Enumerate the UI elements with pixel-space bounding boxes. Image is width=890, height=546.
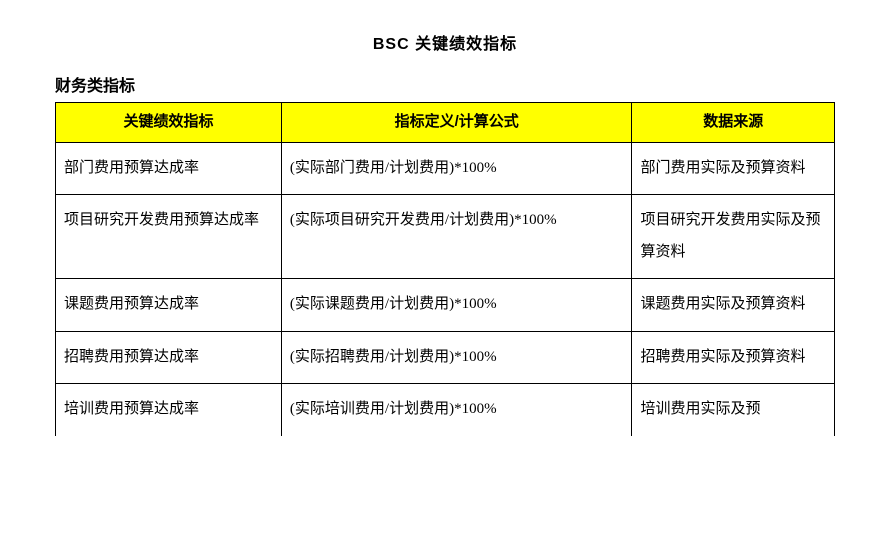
cell-formula: (实际课题费用/计划费用)*100% (281, 279, 632, 332)
cell-source: 培训费用实际及预 (632, 384, 835, 436)
table-row: 培训费用预算达成率 (实际培训费用/计划费用)*100% 培训费用实际及预 (56, 384, 835, 436)
cell-kpi: 项目研究开发费用预算达成率 (56, 195, 282, 279)
cell-formula: (实际项目研究开发费用/计划费用)*100% (281, 195, 632, 279)
cell-source: 部门费用实际及预算资料 (632, 142, 835, 195)
col-header-formula: 指标定义/计算公式 (281, 103, 632, 143)
cell-source: 招聘费用实际及预算资料 (632, 331, 835, 384)
cell-kpi: 培训费用预算达成率 (56, 384, 282, 436)
cell-kpi: 部门费用预算达成率 (56, 142, 282, 195)
table-row: 项目研究开发费用预算达成率 (实际项目研究开发费用/计划费用)*100% 项目研… (56, 195, 835, 279)
cell-formula: (实际部门费用/计划费用)*100% (281, 142, 632, 195)
col-header-source: 数据来源 (632, 103, 835, 143)
kpi-table: 关键绩效指标 指标定义/计算公式 数据来源 部门费用预算达成率 (实际部门费用/… (55, 102, 835, 436)
page-title: BSC 关键绩效指标 (55, 30, 835, 54)
cell-formula: (实际培训费用/计划费用)*100% (281, 384, 632, 436)
col-header-kpi: 关键绩效指标 (56, 103, 282, 143)
cell-source: 项目研究开发费用实际及预算资料 (632, 195, 835, 279)
cell-formula: (实际招聘费用/计划费用)*100% (281, 331, 632, 384)
section-title: 财务类指标 (55, 72, 835, 96)
table-row: 部门费用预算达成率 (实际部门费用/计划费用)*100% 部门费用实际及预算资料 (56, 142, 835, 195)
table-header-row: 关键绩效指标 指标定义/计算公式 数据来源 (56, 103, 835, 143)
table-row: 招聘费用预算达成率 (实际招聘费用/计划费用)*100% 招聘费用实际及预算资料 (56, 331, 835, 384)
cell-kpi: 招聘费用预算达成率 (56, 331, 282, 384)
cell-kpi: 课题费用预算达成率 (56, 279, 282, 332)
cell-source: 课题费用实际及预算资料 (632, 279, 835, 332)
table-row: 课题费用预算达成率 (实际课题费用/计划费用)*100% 课题费用实际及预算资料 (56, 279, 835, 332)
